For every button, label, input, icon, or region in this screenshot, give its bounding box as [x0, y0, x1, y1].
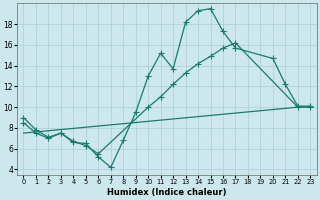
X-axis label: Humidex (Indice chaleur): Humidex (Indice chaleur) [107, 188, 227, 197]
